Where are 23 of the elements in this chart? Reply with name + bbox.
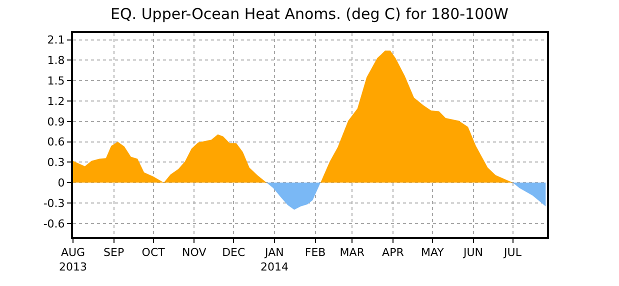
x-tick-label: AUG 2013 bbox=[59, 246, 87, 274]
x-tick-label: MAR bbox=[340, 246, 365, 260]
y-tick-label: 0 bbox=[58, 176, 65, 190]
y-tick-label: 0.9 bbox=[47, 115, 65, 128]
y-tick-label: 1.2 bbox=[47, 94, 65, 108]
y-tick-label: -0.3 bbox=[43, 196, 65, 210]
x-tick-label: JUN bbox=[462, 246, 484, 260]
x-tick-label: DEC bbox=[222, 246, 246, 260]
y-tick-label: 0.3 bbox=[47, 156, 65, 170]
x-tick-label: JUL bbox=[503, 246, 522, 260]
x-tick-label: NOV bbox=[182, 246, 207, 260]
y-tick-label: 0.6 bbox=[47, 136, 65, 149]
y-tick-label: 1.5 bbox=[47, 74, 65, 88]
x-tick-label: JAN 2014 bbox=[260, 246, 288, 274]
x-tick-label: MAY bbox=[421, 246, 444, 260]
y-tick-label: 1.8 bbox=[47, 54, 65, 68]
y-tick-label: -0.6 bbox=[43, 217, 65, 230]
x-tick-label: FEB bbox=[304, 246, 326, 260]
x-tick-label: SEP bbox=[104, 246, 124, 260]
x-tick-label: APR bbox=[382, 246, 404, 260]
x-tick-label: OCT bbox=[142, 246, 166, 260]
chart-title: EQ. Upper-Ocean Heat Anoms. (deg C) for 180-100W bbox=[110, 5, 509, 24]
y-tick-label: 2.1 bbox=[47, 34, 65, 47]
